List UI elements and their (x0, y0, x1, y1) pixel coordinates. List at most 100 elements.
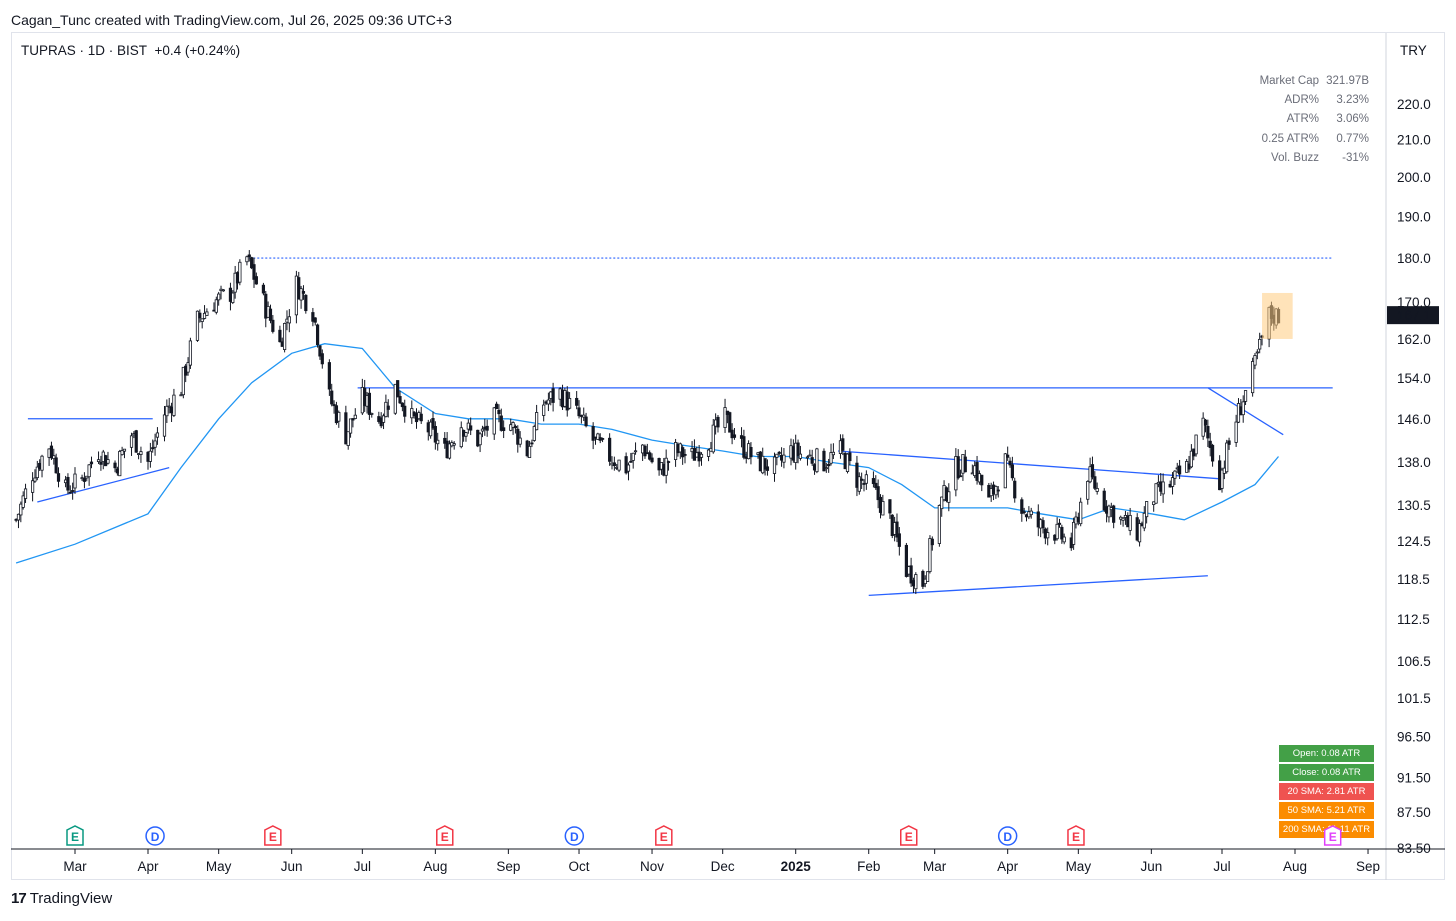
candle[interactable] (904, 542, 908, 578)
candle[interactable] (16, 513, 21, 529)
candle[interactable] (318, 344, 322, 360)
candle[interactable] (805, 455, 810, 466)
candle[interactable] (370, 412, 374, 418)
candle[interactable] (66, 473, 70, 495)
candle[interactable] (895, 513, 899, 543)
candle[interactable] (608, 433, 612, 466)
candle[interactable] (763, 458, 767, 476)
candle[interactable] (530, 439, 534, 448)
candle[interactable] (381, 413, 386, 430)
candle[interactable] (393, 383, 397, 415)
candle[interactable] (283, 322, 287, 353)
candle[interactable] (577, 400, 581, 419)
candle[interactable] (1189, 444, 1193, 469)
candle[interactable] (631, 452, 635, 469)
candle[interactable] (1203, 418, 1208, 433)
candle[interactable] (681, 445, 685, 465)
candle[interactable] (1107, 504, 1111, 523)
earnings-marker[interactable]: E (264, 825, 282, 846)
candle[interactable] (21, 491, 25, 510)
candle[interactable] (546, 392, 551, 412)
candle[interactable] (711, 418, 715, 454)
candle[interactable] (85, 475, 89, 482)
candle[interactable] (1046, 527, 1050, 546)
candle[interactable] (716, 414, 720, 433)
candle[interactable] (1173, 470, 1177, 486)
candle[interactable] (914, 572, 918, 595)
candle[interactable] (1079, 497, 1083, 527)
candle[interactable] (848, 448, 852, 466)
candle[interactable] (1008, 457, 1012, 468)
candle[interactable] (181, 366, 185, 399)
candle[interactable] (122, 448, 127, 459)
candle[interactable] (629, 452, 633, 463)
candle[interactable] (1208, 432, 1212, 457)
chart-frame[interactable] (11, 32, 1445, 880)
candle[interactable] (626, 462, 631, 481)
candle[interactable] (798, 445, 803, 461)
candle[interactable] (1055, 517, 1059, 541)
candle[interactable] (535, 404, 539, 431)
time-axis[interactable]: Mar Apr May Jun Jul Aug Sep Oct Nov Dec 2025 Feb Mar… (11, 848, 1445, 874)
candle[interactable] (1128, 507, 1132, 536)
candle[interactable] (120, 446, 124, 456)
candle[interactable] (888, 499, 892, 519)
candle[interactable] (584, 412, 588, 428)
candle[interactable] (876, 479, 880, 509)
candle[interactable] (1227, 437, 1231, 450)
candle[interactable] (231, 290, 235, 305)
candle[interactable] (499, 408, 503, 432)
candle[interactable] (89, 456, 94, 469)
candle[interactable] (1057, 518, 1062, 528)
candle[interactable] (815, 447, 819, 474)
sma-line[interactable] (15, 343, 1279, 564)
dividend-marker[interactable]: D (564, 826, 585, 846)
candle[interactable] (268, 304, 273, 324)
candle[interactable] (134, 429, 138, 453)
candle[interactable] (845, 453, 850, 474)
candle[interactable] (871, 471, 876, 488)
candle[interactable] (494, 401, 499, 410)
candle[interactable] (153, 433, 157, 456)
candle[interactable] (958, 469, 963, 478)
candle[interactable] (930, 536, 934, 551)
candle[interactable] (881, 494, 885, 516)
candle[interactable] (23, 483, 28, 504)
candle[interactable] (947, 483, 951, 512)
candle[interactable] (749, 442, 753, 465)
candle[interactable] (344, 405, 348, 445)
candle[interactable] (459, 421, 463, 449)
earnings-marker[interactable]: E (900, 825, 918, 846)
candle[interactable] (650, 453, 654, 464)
dividend-marker[interactable]: D (145, 826, 165, 846)
candle[interactable] (464, 431, 468, 442)
earnings-marker[interactable]: E (655, 825, 673, 846)
candle[interactable] (129, 432, 134, 456)
candle[interactable] (299, 285, 303, 309)
candle[interactable] (250, 256, 254, 270)
candle[interactable] (706, 448, 711, 462)
candle[interactable] (772, 452, 777, 482)
candle[interactable] (167, 397, 171, 414)
candle[interactable] (1210, 443, 1215, 467)
candle[interactable] (1112, 504, 1116, 529)
candle[interactable] (1013, 477, 1017, 503)
candle[interactable] (994, 485, 998, 499)
candle[interactable] (513, 424, 518, 434)
candle[interactable] (857, 472, 861, 495)
candle[interactable] (245, 255, 249, 266)
candle[interactable] (1178, 459, 1182, 479)
candle[interactable] (532, 424, 536, 442)
candle[interactable] (1241, 395, 1245, 423)
upper-trend-line[interactable] (838, 450, 1223, 480)
candle[interactable] (330, 383, 334, 407)
candle[interactable] (205, 308, 209, 316)
breakout-trend-line[interactable] (1207, 387, 1284, 436)
candle[interactable] (1086, 480, 1090, 505)
candle[interactable] (1253, 352, 1257, 370)
candle[interactable] (221, 289, 225, 292)
candle[interactable] (1234, 414, 1238, 447)
candle[interactable] (612, 456, 616, 471)
candle[interactable] (327, 359, 331, 396)
